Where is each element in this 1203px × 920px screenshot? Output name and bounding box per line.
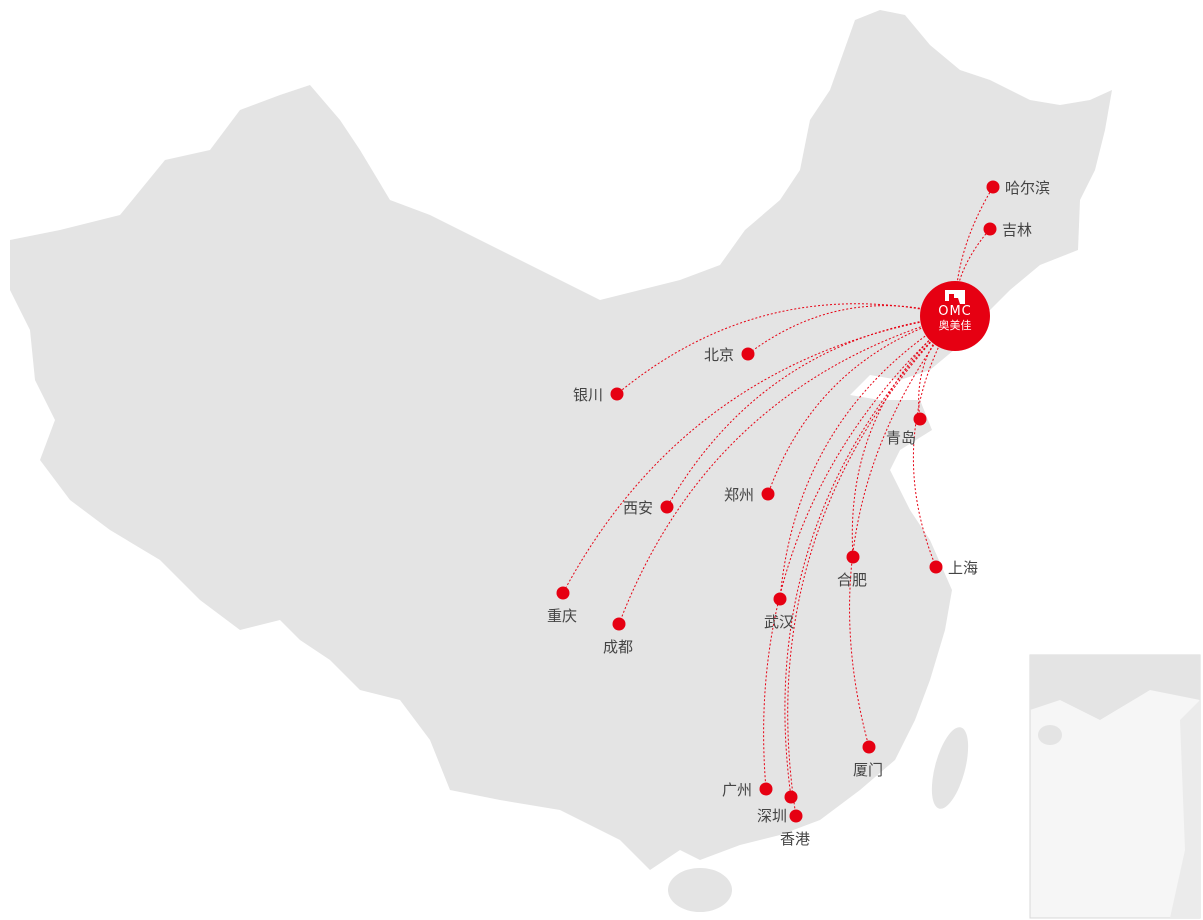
city-marker[interactable] bbox=[610, 387, 624, 401]
city-label: 香港 bbox=[780, 830, 811, 848]
city-marker[interactable] bbox=[660, 500, 674, 514]
south-sea-inset bbox=[1029, 654, 1201, 919]
city-label: 合肥 bbox=[837, 571, 868, 589]
route-line bbox=[784, 315, 956, 798]
city-label: 武汉 bbox=[764, 613, 795, 631]
route-line bbox=[954, 186, 994, 317]
city-label: 郑州 bbox=[724, 486, 755, 504]
city-marker[interactable] bbox=[913, 412, 927, 426]
city-marker[interactable] bbox=[929, 560, 943, 574]
hainan-island bbox=[668, 868, 732, 912]
city-label: 哈尔滨 bbox=[1005, 179, 1051, 197]
route-line bbox=[763, 315, 956, 790]
route-line bbox=[849, 315, 956, 748]
city-marker[interactable] bbox=[556, 586, 570, 600]
route-line bbox=[616, 303, 956, 395]
logo-mark-icon bbox=[945, 290, 965, 304]
city-marker[interactable] bbox=[784, 790, 798, 804]
route-line bbox=[666, 315, 956, 508]
route-line bbox=[562, 315, 956, 594]
city-marker[interactable] bbox=[612, 617, 626, 631]
city-marker[interactable] bbox=[862, 740, 876, 754]
city-label: 青岛 bbox=[886, 429, 917, 447]
logo-name: 奥美佳 bbox=[938, 319, 972, 332]
city-marker[interactable] bbox=[983, 222, 997, 236]
city-marker[interactable] bbox=[773, 592, 787, 606]
city-label: 深圳 bbox=[757, 807, 788, 825]
city-label: 广州 bbox=[722, 781, 753, 799]
china-mainland bbox=[10, 10, 1112, 870]
city-marker[interactable] bbox=[986, 180, 1000, 194]
city-label: 上海 bbox=[948, 559, 979, 577]
route-line bbox=[787, 315, 956, 817]
city-label: 吉林 bbox=[1002, 221, 1033, 239]
route-line bbox=[779, 315, 956, 600]
taiwan-island bbox=[931, 727, 969, 809]
city-label: 西安 bbox=[623, 499, 654, 517]
city-label: 重庆 bbox=[547, 607, 578, 625]
city-marker[interactable] bbox=[741, 347, 755, 361]
route-line bbox=[618, 315, 956, 625]
route-line bbox=[767, 315, 956, 495]
city-marker[interactable] bbox=[846, 550, 860, 564]
city-label: 银川 bbox=[573, 386, 604, 404]
city-label: 北京 bbox=[704, 346, 735, 364]
city-label: 厦门 bbox=[853, 761, 884, 779]
city-marker[interactable] bbox=[759, 782, 773, 796]
city-label: 成都 bbox=[603, 638, 634, 656]
logo-text: OMC bbox=[938, 304, 972, 319]
city-marker[interactable] bbox=[761, 487, 775, 501]
city-marker[interactable] bbox=[789, 809, 803, 823]
omc-logo: OMC 奥美佳 bbox=[920, 281, 990, 351]
